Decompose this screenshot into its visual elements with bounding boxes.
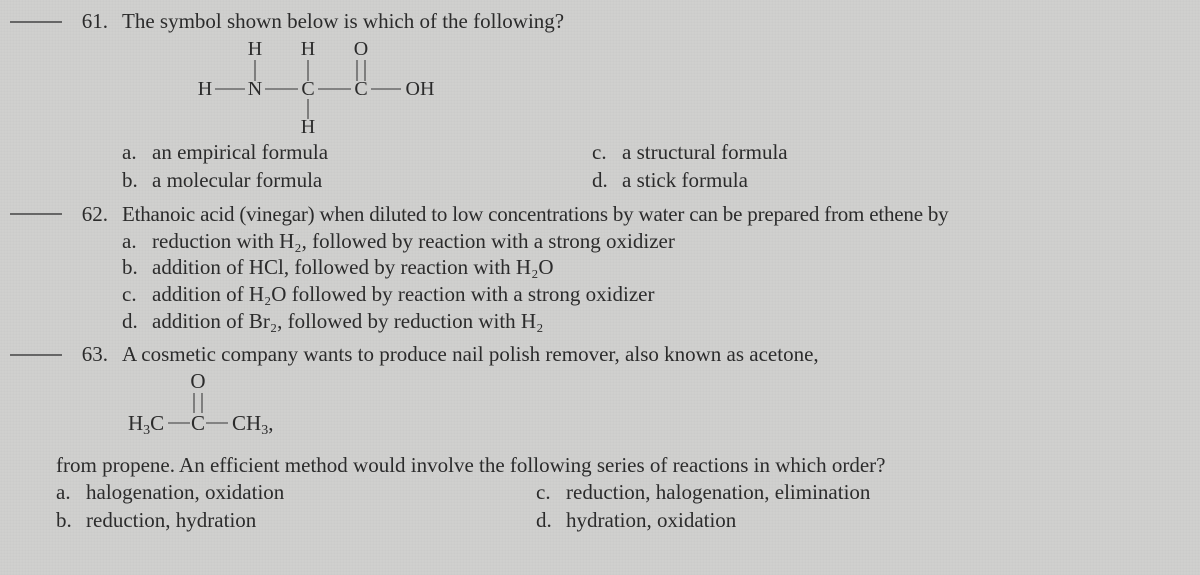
atom-O: O: [190, 370, 205, 393]
choice-a[interactable]: a. reduction with H₂, followed by reacti…: [122, 228, 1190, 255]
question-stem-part2: from propene. An efficient method would …: [56, 452, 1190, 479]
choice-letter: b.: [122, 167, 152, 194]
question-stem: The symbol shown below is which of the f…: [122, 8, 1190, 35]
choice-text: addition of H₂O followed by reaction wit…: [152, 281, 1190, 308]
atom-CH3: H3C: [128, 411, 164, 438]
glycine-structure: H H O H N C: [150, 37, 1190, 135]
choice-text: addition of HCl, followed by reaction wi…: [152, 254, 1190, 281]
choice-c[interactable]: c. a structural formula: [592, 139, 1190, 166]
atom-N: N: [248, 78, 262, 100]
choice-text: halogenation, oxidation: [86, 479, 536, 506]
choice-b[interactable]: b. a molecular formula: [122, 167, 592, 194]
choice-text: an empirical formula: [152, 139, 592, 166]
choice-c[interactable]: c. reduction, halogenation, elimination: [536, 479, 1190, 506]
choice-letter: c.: [122, 281, 152, 308]
choice-d[interactable]: d. hydration, oxidation: [536, 507, 1190, 534]
choice-text: reduction, halogenation, elimination: [566, 479, 1190, 506]
choice-text: a stick formula: [622, 167, 1190, 194]
atom-C: C: [354, 78, 367, 100]
question-body: Ethanoic acid (vinegar) when diluted to …: [122, 201, 1190, 335]
answer-blank[interactable]: [10, 341, 62, 356]
choice-letter: d.: [536, 507, 566, 534]
choice-letter: b.: [56, 507, 86, 534]
choices: a. reduction with H₂, followed by reacti…: [122, 228, 1190, 336]
choices-col-right: c. reduction, halogenation, elimination …: [536, 479, 1190, 535]
choice-c[interactable]: c. addition of H₂O followed by reaction …: [122, 281, 1190, 308]
choice-letter: a.: [122, 139, 152, 166]
question-63: 63. A cosmetic company wants to produce …: [10, 341, 1190, 535]
choice-letter: b.: [122, 254, 152, 281]
choices: a. halogenation, oxidation b. reduction,…: [56, 479, 1190, 535]
choice-letter: c.: [592, 139, 622, 166]
atom-O: O: [354, 38, 368, 60]
question-stem-part1: A cosmetic company wants to produce nail…: [122, 341, 1190, 368]
choice-letter: a.: [56, 479, 86, 506]
choice-letter: a.: [122, 228, 152, 255]
choice-d[interactable]: d. addition of Br₂, followed by reductio…: [122, 308, 1190, 335]
choice-text: hydration, oxidation: [566, 507, 1190, 534]
answer-blank[interactable]: [10, 8, 62, 23]
choices-col-right: c. a structural formula d. a stick formu…: [592, 139, 1190, 195]
choice-d[interactable]: d. a stick formula: [592, 167, 1190, 194]
question-62: 62. Ethanoic acid (vinegar) when diluted…: [10, 201, 1190, 335]
question-61: 61. The symbol shown below is which of t…: [10, 8, 1190, 195]
choice-a[interactable]: a. an empirical formula: [122, 139, 592, 166]
atom-H: H: [248, 38, 262, 60]
choice-letter: d.: [122, 308, 152, 335]
acetone-structure: O H3C C CH3,: [82, 370, 1190, 448]
choices: a. an empirical formula b. a molecular f…: [122, 139, 1190, 195]
atom-H: H: [198, 78, 212, 100]
atom-OH: OH: [406, 78, 435, 100]
structure-svg: H H O H N C: [150, 37, 450, 135]
choice-b[interactable]: b. addition of HCl, followed by reaction…: [122, 254, 1190, 281]
page: 61. The symbol shown below is which of t…: [0, 0, 1200, 575]
answer-blank[interactable]: [10, 201, 62, 216]
atom-CH3: CH3,: [232, 411, 273, 438]
atom-H: H: [301, 38, 315, 60]
choice-letter: c.: [536, 479, 566, 506]
choice-text: reduction with H₂, followed by reaction …: [152, 228, 1190, 255]
choice-text: a structural formula: [622, 139, 1190, 166]
question-number: 63.: [68, 341, 108, 368]
choice-a[interactable]: a. halogenation, oxidation: [56, 479, 536, 506]
choice-text: a molecular formula: [152, 167, 592, 194]
question-body: A cosmetic company wants to produce nail…: [122, 341, 1190, 535]
choices-col-left: a. an empirical formula b. a molecular f…: [122, 139, 592, 195]
atom-C: C: [191, 411, 205, 435]
question-body: The symbol shown below is which of the f…: [122, 8, 1190, 195]
choices-col-left: a. halogenation, oxidation b. reduction,…: [56, 479, 536, 535]
structure-svg: O H3C C CH3,: [82, 370, 302, 448]
atom-C: C: [301, 78, 314, 100]
question-number: 62.: [68, 201, 108, 228]
choice-text: reduction, hydration: [86, 507, 536, 534]
choice-letter: d.: [592, 167, 622, 194]
choice-text: addition of Br₂, followed by reduction w…: [152, 308, 1190, 335]
question-number: 61.: [68, 8, 108, 35]
question-stem: Ethanoic acid (vinegar) when diluted to …: [122, 201, 1190, 228]
choice-b[interactable]: b. reduction, hydration: [56, 507, 536, 534]
atom-H: H: [301, 116, 315, 135]
